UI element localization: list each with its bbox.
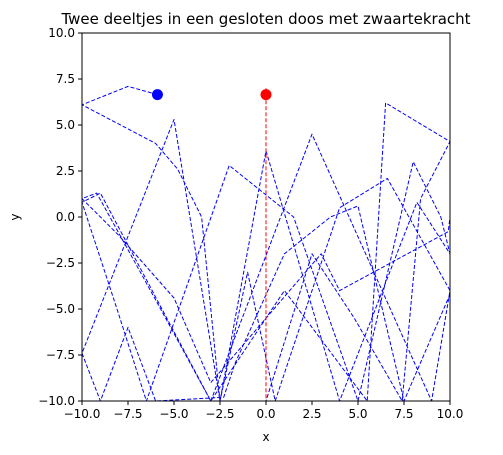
x-tick-label: −10.0 (64, 407, 101, 421)
x-axis-label: x (262, 430, 269, 444)
y-tick-label: 10.0 (48, 26, 75, 40)
x-tick-label: 7.5 (394, 407, 413, 421)
y-axis-label: y (8, 213, 22, 220)
y-tick-label: 2.5 (56, 164, 75, 178)
y-tick-label: −2.5 (46, 256, 75, 270)
y-tick-label: −7.5 (46, 348, 75, 362)
x-tick-label: −5.0 (159, 407, 188, 421)
x-tick-label: −2.5 (205, 407, 234, 421)
y-tick-label: 7.5 (56, 72, 75, 86)
particle-marker-2 (260, 89, 272, 101)
x-tick-label: 10.0 (437, 407, 464, 421)
y-tick-label: −10.0 (38, 394, 75, 408)
x-axis: −10.0 −7.5 −5.0 −2.5 0.0 2.5 5.0 7.5 10.0 (64, 401, 464, 421)
y-tick-label: −5.0 (46, 302, 75, 316)
x-tick-label: 0.0 (256, 407, 275, 421)
y-tick-label: 5.0 (56, 118, 75, 132)
particle-marker-1 (151, 89, 163, 101)
x-tick-label: 2.5 (302, 407, 321, 421)
x-tick-label: 5.0 (348, 407, 367, 421)
y-axis: −10.0 −7.5 −5.0 −2.5 0.0 2.5 5.0 7.5 10.0 (38, 26, 82, 408)
x-tick-label: −7.5 (113, 407, 142, 421)
plot-area (81, 32, 451, 402)
y-tick-label: 0.0 (56, 210, 75, 224)
chart-title: Twee deeltjes in een gesloten doos met z… (60, 10, 470, 28)
